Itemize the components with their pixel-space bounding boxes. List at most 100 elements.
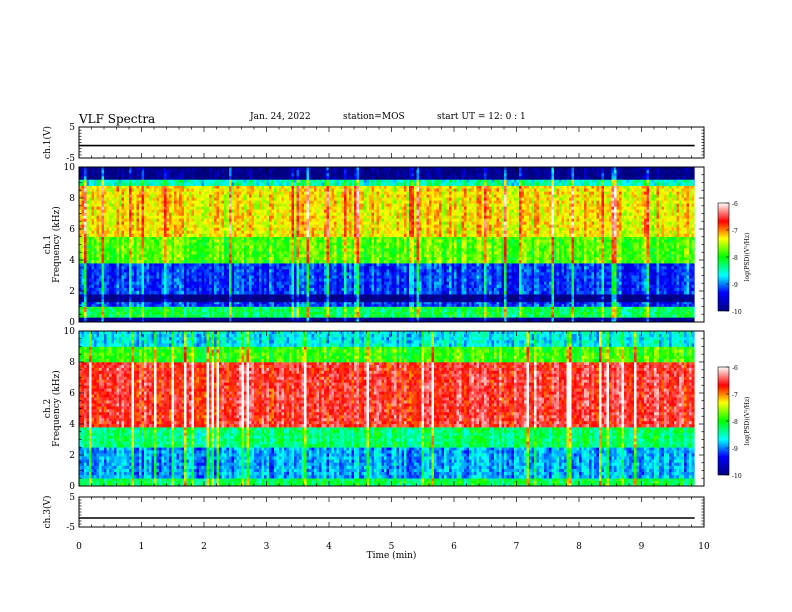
spectrogram-cell	[661, 294, 665, 297]
spectrogram-cell	[96, 294, 100, 297]
spectrogram-cell	[516, 294, 520, 297]
spectrogram-cell	[129, 319, 132, 323]
spectrogram-cell	[161, 275, 165, 279]
spectrogram-cell	[379, 306, 382, 310]
spectrogram-cell	[541, 281, 545, 286]
spectrogram-cell	[326, 281, 330, 286]
spectrogram-cell	[341, 314, 345, 318]
spectrogram-cell	[294, 272, 297, 276]
spectrogram-cell	[599, 299, 602, 303]
spectrogram-cell	[604, 278, 607, 282]
spectrogram-cell	[301, 294, 305, 297]
spectrogram-cell	[149, 287, 152, 292]
spectrogram-cell	[561, 284, 565, 289]
spectrogram-cell	[399, 287, 402, 292]
spectrogram-cell	[561, 278, 565, 282]
spectrogram-cell	[571, 306, 575, 310]
spectrogram-cell	[441, 304, 445, 307]
spectrogram-cell	[204, 311, 207, 315]
spectrogram-cell	[501, 269, 505, 273]
spectrogram-cell	[496, 272, 500, 276]
spectrogram-cell	[356, 301, 360, 305]
spectrogram-cell	[324, 284, 327, 289]
spectrogram-cell	[309, 311, 312, 315]
spectrogram-cell	[236, 294, 240, 297]
spectrogram-cell	[634, 309, 637, 313]
spectrogram-cell	[676, 272, 680, 276]
spectrogram-cell	[391, 311, 395, 315]
spectrogram-cell	[669, 311, 672, 315]
spectrogram-cell	[499, 311, 502, 315]
spectrogram-cell	[301, 272, 305, 276]
spectrogram-cell	[499, 296, 502, 300]
spectrogram-cell	[414, 319, 417, 323]
spectrogram-cell	[284, 299, 287, 303]
spectrogram-cell	[471, 306, 475, 310]
spectrogram-cell	[344, 319, 347, 323]
spectrogram-cell	[374, 299, 377, 303]
spectrogram-cell	[641, 309, 645, 313]
spectrogram-cell	[626, 272, 630, 276]
spectrogram-cell	[601, 275, 605, 279]
spectrogram-cell	[411, 304, 415, 307]
spectrogram-cell	[99, 272, 102, 276]
spectrogram-cell	[449, 317, 452, 320]
spectrogram-cell	[379, 309, 382, 313]
spectrogram-cell	[296, 275, 300, 279]
spectrogram-cell	[656, 309, 660, 313]
spectrogram-cell	[229, 284, 232, 289]
spectrogram-cell	[534, 284, 537, 289]
spectrogram-cell	[631, 263, 635, 267]
spectrogram-cell	[316, 314, 320, 318]
spectrogram-cell	[624, 275, 627, 279]
spectrogram-cell	[521, 272, 525, 276]
spectrogram-cell	[116, 278, 120, 282]
spectrogram-cell	[619, 309, 622, 313]
spectrogram-cell	[239, 294, 242, 297]
spectrogram-cell	[154, 266, 157, 270]
spectrogram-cell	[269, 311, 272, 315]
spectrogram-cell	[466, 317, 470, 320]
spectrogram-cell	[656, 284, 660, 289]
spectrogram-cell	[329, 287, 332, 292]
spectrogram-cell	[184, 299, 187, 303]
spectrogram-cell	[621, 296, 625, 300]
spectrogram-cell	[479, 304, 482, 307]
spectrogram-cell	[314, 314, 317, 318]
spectrogram-cell	[116, 301, 120, 305]
spectrogram-cell	[486, 263, 490, 267]
spectrogram-cell	[431, 314, 435, 318]
spectrogram-cell	[174, 278, 177, 282]
spectrogram-cell	[661, 314, 665, 318]
spectrogram-cell	[426, 299, 430, 303]
spectrogram-cell	[141, 269, 145, 273]
spectrogram-cell	[119, 317, 122, 320]
spectrogram-cell	[364, 317, 367, 320]
spectrogram-cell	[221, 296, 225, 300]
spectrogram-cell	[349, 304, 352, 307]
spectrogram-cell	[346, 275, 350, 279]
spectrogram-cell	[161, 287, 165, 292]
spectrogram-cell	[101, 263, 105, 267]
spectrogram-cell	[391, 314, 395, 318]
spectrogram-cell	[131, 294, 135, 297]
spectrogram-cell	[666, 317, 670, 320]
spectrogram-cell	[469, 319, 472, 323]
spectrogram-cell	[681, 301, 685, 305]
spectrogram-cell	[324, 294, 327, 297]
spectrogram-cell	[459, 306, 462, 310]
spectrogram-cell	[441, 311, 445, 315]
spectrogram-cell	[391, 263, 395, 267]
spectrogram-cell	[496, 275, 500, 279]
spectrogram-cell	[141, 304, 145, 307]
spectrogram-cell	[439, 272, 442, 276]
spectrogram-cell	[624, 319, 627, 323]
spectrogram-cell	[84, 317, 87, 320]
spectrogram-cell	[419, 275, 422, 279]
spectrogram-cell	[556, 263, 560, 267]
spectrogram-cell	[659, 275, 662, 279]
spectrogram-cell	[246, 296, 250, 300]
spectrogram-cell	[671, 309, 675, 313]
spectrogram-cell	[316, 272, 320, 276]
spectrogram-cell	[624, 311, 627, 315]
